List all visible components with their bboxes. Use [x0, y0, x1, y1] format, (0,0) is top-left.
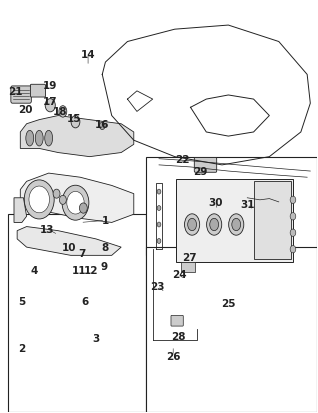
Ellipse shape: [290, 246, 296, 253]
Text: 16: 16: [95, 119, 109, 129]
Ellipse shape: [157, 223, 161, 228]
FancyBboxPatch shape: [146, 157, 317, 256]
Ellipse shape: [45, 100, 55, 113]
Ellipse shape: [80, 204, 87, 214]
Ellipse shape: [59, 196, 66, 205]
Ellipse shape: [232, 219, 241, 231]
Text: 18: 18: [52, 107, 67, 117]
Ellipse shape: [45, 131, 52, 147]
FancyBboxPatch shape: [194, 158, 217, 173]
Text: 12: 12: [84, 265, 99, 275]
Text: 23: 23: [150, 282, 165, 292]
Ellipse shape: [210, 219, 218, 231]
Polygon shape: [17, 227, 121, 256]
Text: 22: 22: [176, 154, 190, 164]
Polygon shape: [14, 198, 27, 223]
Ellipse shape: [188, 219, 197, 231]
FancyBboxPatch shape: [31, 85, 45, 98]
Text: 31: 31: [240, 199, 254, 209]
FancyBboxPatch shape: [146, 247, 317, 412]
Ellipse shape: [157, 190, 161, 195]
Text: 24: 24: [172, 269, 187, 279]
Text: 20: 20: [18, 105, 32, 115]
Text: 2: 2: [18, 343, 25, 353]
Ellipse shape: [229, 214, 244, 236]
Ellipse shape: [71, 116, 80, 128]
Text: 30: 30: [209, 197, 223, 207]
Text: 28: 28: [171, 331, 185, 341]
Ellipse shape: [207, 214, 222, 236]
Text: 6: 6: [81, 296, 88, 306]
Ellipse shape: [290, 213, 296, 221]
Text: 17: 17: [43, 97, 58, 107]
FancyBboxPatch shape: [181, 262, 195, 272]
FancyBboxPatch shape: [11, 87, 31, 104]
Ellipse shape: [290, 230, 296, 237]
Ellipse shape: [100, 123, 105, 130]
Ellipse shape: [290, 197, 296, 204]
Text: 4: 4: [31, 265, 38, 275]
Text: 19: 19: [43, 81, 58, 90]
Text: 5: 5: [18, 296, 25, 306]
Text: 8: 8: [102, 242, 109, 252]
Ellipse shape: [157, 206, 161, 211]
Text: 13: 13: [40, 224, 54, 234]
Ellipse shape: [35, 131, 43, 147]
Ellipse shape: [184, 214, 200, 236]
Polygon shape: [20, 174, 134, 223]
Text: 15: 15: [67, 113, 81, 123]
Ellipse shape: [67, 192, 84, 214]
Ellipse shape: [53, 190, 60, 199]
Ellipse shape: [26, 131, 34, 147]
FancyBboxPatch shape: [176, 180, 293, 262]
Ellipse shape: [29, 187, 50, 213]
Ellipse shape: [24, 180, 54, 219]
Text: 1: 1: [102, 216, 109, 226]
Ellipse shape: [59, 107, 67, 118]
FancyBboxPatch shape: [8, 215, 146, 412]
Ellipse shape: [212, 193, 223, 204]
Text: 26: 26: [166, 351, 180, 361]
Text: 21: 21: [8, 87, 23, 97]
FancyBboxPatch shape: [171, 316, 183, 326]
Text: 25: 25: [221, 298, 236, 308]
Text: 14: 14: [81, 50, 95, 60]
Polygon shape: [20, 116, 134, 157]
Text: 9: 9: [100, 261, 107, 271]
FancyBboxPatch shape: [253, 182, 291, 260]
Ellipse shape: [62, 186, 89, 221]
Text: 3: 3: [92, 333, 100, 343]
Text: 11: 11: [71, 265, 86, 275]
Text: 10: 10: [62, 242, 76, 252]
Text: 27: 27: [182, 253, 196, 263]
Text: 7: 7: [78, 249, 86, 259]
Ellipse shape: [266, 197, 273, 203]
Text: 29: 29: [193, 166, 207, 177]
Ellipse shape: [157, 239, 161, 244]
